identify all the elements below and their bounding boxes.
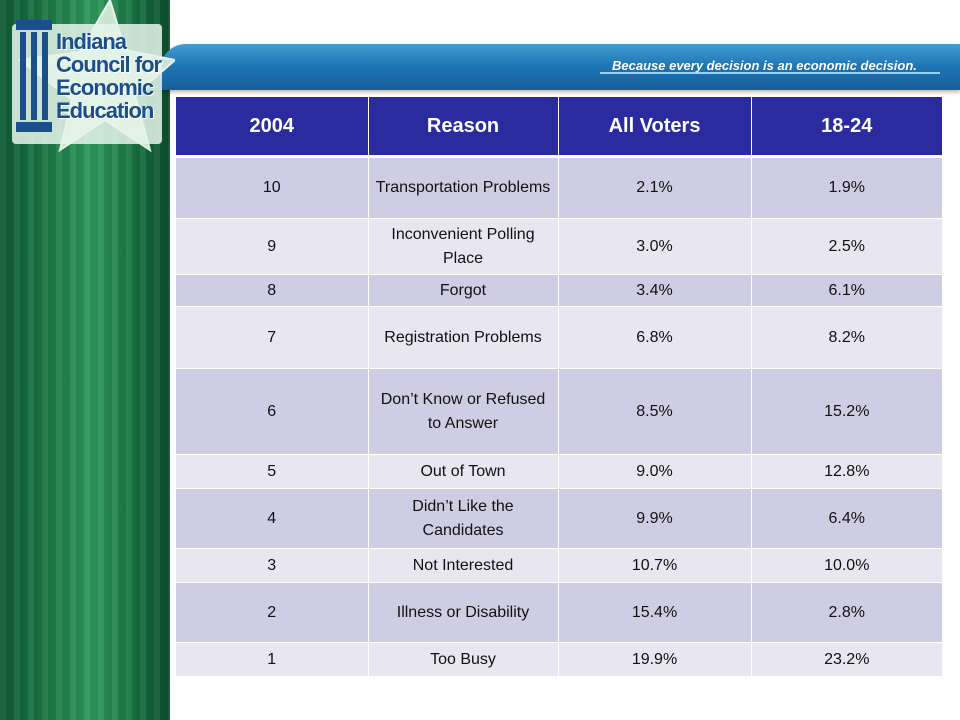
cell-rank: 9 [176,218,369,275]
cell-reason: Transportation Problems [368,156,559,219]
cell-all-voters: 9.0% [558,454,752,489]
table-row: 9 Inconvenient Polling Place 3.0% 2.5% [176,218,942,275]
table-row: 7 Registration Problems 6.8% 8.2% [176,306,942,369]
org-line-2: Council for [56,52,162,77]
cell-reason: Inconvenient Polling Place [368,218,559,275]
cell-rank: 3 [176,548,369,583]
nonvoting-reasons-table: 2004 Reason All Voters 18-24 10 Transport… [176,97,942,677]
cell-rank: 7 [176,306,369,369]
org-line-4: Education [56,98,154,123]
cell-rank: 4 [176,488,369,549]
cell-rank: 8 [176,274,369,307]
cell-all-voters: 10.7% [558,548,752,583]
table-row: 5 Out of Town 9.0% 12.8% [176,454,942,489]
column-header-all-voters: All Voters [558,97,752,158]
cell-18-24: 15.2% [751,368,942,455]
cell-18-24: 10.0% [751,548,942,583]
cell-18-24: 2.8% [751,582,942,643]
cell-reason: Illness or Disability [368,582,559,643]
table-header-row: 2004 Reason All Voters 18-24 [176,97,942,158]
cell-reason: Don’t Know or Refused to Answer [368,368,559,455]
cell-all-voters: 3.4% [558,274,752,307]
cell-18-24: 2.5% [751,218,942,275]
cell-reason: Forgot [368,274,559,307]
cell-rank: 1 [176,642,369,677]
banner-rule [600,72,940,74]
cell-18-24: 6.4% [751,488,942,549]
cell-rank: 5 [176,454,369,489]
cell-rank: 6 [176,368,369,455]
table-row: 2 Illness or Disability 15.4% 2.8% [176,582,942,643]
pillar-icon [16,20,52,132]
cell-rank: 10 [176,156,369,219]
cell-all-voters: 3.0% [558,218,752,275]
table-row: 1 Too Busy 19.9% 23.2% [176,642,942,677]
table-row: 10 Transportation Problems 2.1% 1.9% [176,156,942,219]
cell-18-24: 23.2% [751,642,942,677]
cell-18-24: 6.1% [751,274,942,307]
column-header-18-24: 18-24 [751,97,942,158]
cell-reason: Not Interested [368,548,559,583]
org-line-1: Indiana [56,29,127,54]
cell-18-24: 8.2% [751,306,942,369]
table-row: 3 Not Interested 10.7% 10.0% [176,548,942,583]
table-body: 10 Transportation Problems 2.1% 1.9% 9 Inconv… [176,156,942,677]
cell-all-voters: 6.8% [558,306,752,369]
cell-reason: Registration Problems [368,306,559,369]
cell-reason: Didn’t Like the Candidates [368,488,559,549]
org-line-3: Economic [56,75,154,100]
table-row: 4 Didn’t Like the Candidates 9.9% 6.4% [176,488,942,549]
cell-18-24: 12.8% [751,454,942,489]
cell-all-voters: 9.9% [558,488,752,549]
cell-18-24: 1.9% [751,156,942,219]
tagline: Because every decision is an economic de… [612,58,917,73]
cell-all-voters: 15.4% [558,582,752,643]
table-row: 6 Don’t Know or Refused to Answer 8.5% 15.2… [176,368,942,455]
cell-reason: Out of Town [368,454,559,489]
header-banner [160,44,960,90]
organization-name: Indiana Council for Economic Education [56,30,176,122]
cell-all-voters: 8.5% [558,368,752,455]
cell-all-voters: 2.1% [558,156,752,219]
cell-reason: Too Busy [368,642,559,677]
table-row: 8 Forgot 3.4% 6.1% [176,274,942,307]
cell-rank: 2 [176,582,369,643]
cell-all-voters: 19.9% [558,642,752,677]
column-header-year: 2004 [176,97,369,158]
column-header-reason: Reason [368,97,559,158]
